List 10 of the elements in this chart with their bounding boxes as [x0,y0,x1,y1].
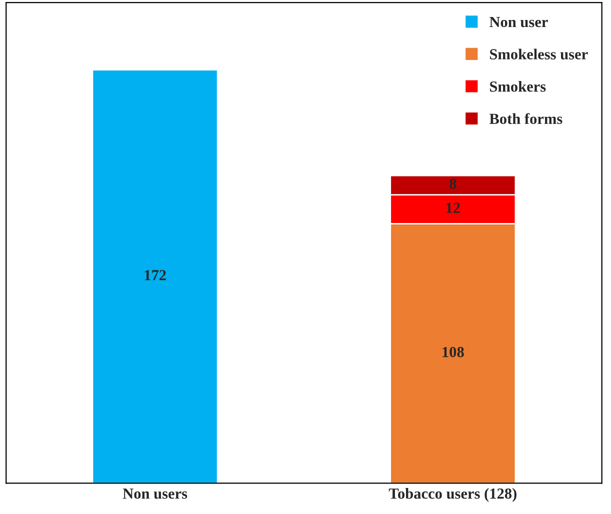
x-tick-label: Non users [122,488,188,499]
legend-label: Smokers [490,80,546,92]
data-label: 12 [446,202,460,213]
data-label: 108 [442,346,464,358]
data-label: 8 [450,178,456,190]
legend-label: Non user [489,17,548,28]
legend-label: Both forms [489,113,562,124]
data-label: 172 [144,270,166,280]
legend-label: Smokeless user [490,48,588,60]
x-tick-label: Tobacco users (128) [388,488,516,502]
